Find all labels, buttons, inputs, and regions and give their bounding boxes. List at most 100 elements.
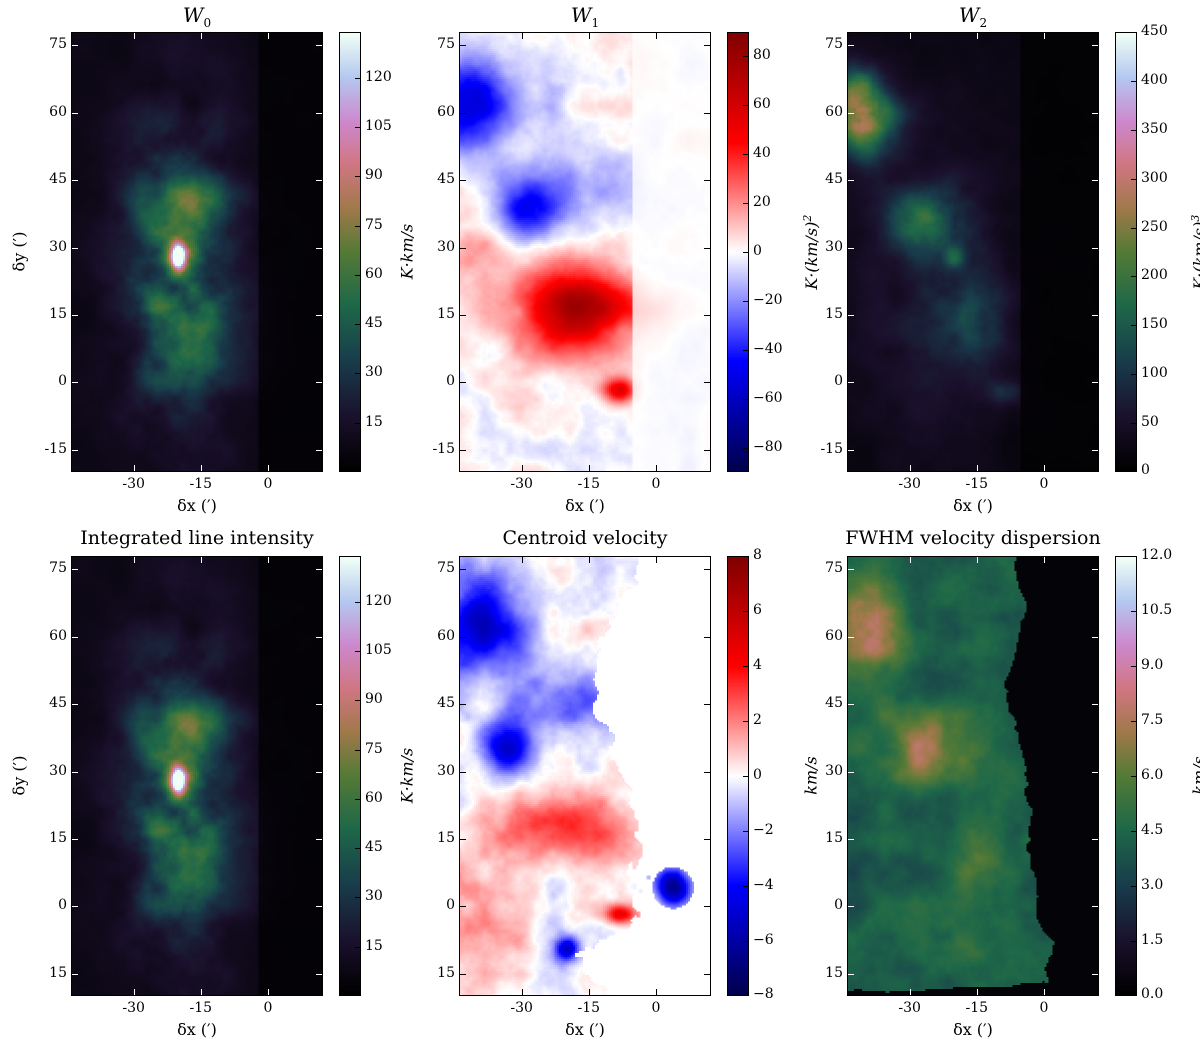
y-tick-label: 15	[825, 964, 843, 981]
y-tick-label: 15	[49, 829, 67, 846]
colorbar-tick-mark	[743, 831, 748, 832]
y-tick-mark	[460, 449, 466, 451]
colorbar-tick-label: 120	[365, 592, 392, 609]
x-tick-mark	[909, 989, 911, 995]
y-tick-label: 30	[437, 238, 455, 255]
x-tick-mark	[200, 465, 202, 471]
x-tick-mark	[976, 465, 978, 471]
y-tick-mark	[316, 636, 322, 638]
colorbar-tick-mark	[1131, 32, 1136, 33]
y-tick-mark	[704, 973, 710, 975]
y-tick-mark	[72, 906, 78, 908]
y-tick-mark	[848, 838, 854, 840]
x-tick-mark	[1043, 557, 1045, 563]
y-tick-label: 15	[49, 964, 67, 981]
y-tick-mark	[316, 704, 322, 706]
y-tick-mark	[704, 382, 710, 384]
colorbar-tick-label: 1.5	[1141, 932, 1164, 948]
colorbar-tick-label: 40	[753, 145, 771, 162]
y-tick-label: 75	[49, 36, 67, 53]
colorbar-tick-label: 6	[753, 602, 762, 618]
colorbar-tick-mark	[1131, 611, 1136, 612]
colorbar-tick-mark	[743, 105, 748, 107]
colorbar-tick-mark	[1131, 129, 1136, 131]
x-tick-label: -15	[189, 1000, 213, 1016]
colorbar-tick-mark	[355, 897, 360, 899]
x-tick-mark	[588, 465, 590, 471]
y-tick-mark	[704, 45, 710, 47]
colorbar-tick-mark	[355, 324, 360, 326]
y-tick-label: 0	[446, 373, 455, 390]
colorbar-tick-label: 20	[753, 194, 771, 211]
colorbar-tick-label: 75	[365, 216, 383, 233]
x-axis-label: δx (′)	[565, 496, 605, 515]
y-tick-mark	[704, 112, 710, 114]
y-tick-mark	[72, 771, 78, 773]
colorbar-tick-mark	[1131, 941, 1136, 942]
colorbar-tick-label: 200	[1141, 267, 1168, 284]
y-axis-label: K·km/s	[397, 223, 417, 280]
colorbar-tick-mark	[355, 176, 360, 178]
y-tick-mark	[704, 636, 710, 638]
y-tick-mark	[704, 314, 710, 316]
y-tick-label: 75	[49, 560, 67, 577]
x-tick-mark	[521, 989, 523, 995]
colorbar-tick-label: 30	[365, 888, 383, 905]
y-tick-mark	[1092, 449, 1098, 451]
x-tick-label: -30	[510, 1000, 533, 1016]
x-tick-mark	[976, 33, 978, 39]
y-tick-label: 30	[49, 762, 67, 779]
colorbar-tick-label: 4	[753, 657, 762, 673]
colorbar-tick-label: 90	[365, 167, 383, 184]
y-tick-mark	[72, 973, 78, 975]
y-tick-mark	[1092, 247, 1098, 249]
heatmap-image	[459, 556, 711, 996]
y-tick-label: 45	[437, 695, 455, 712]
x-tick-mark	[200, 989, 202, 995]
y-tick-mark	[460, 704, 466, 706]
x-tick-label: -30	[510, 476, 533, 492]
colorbar-tick-label: 75	[365, 740, 383, 757]
y-tick-label: 15	[437, 964, 455, 981]
colorbar-tick-mark	[355, 798, 360, 800]
x-tick-label: -30	[898, 1000, 921, 1016]
x-tick-mark	[909, 33, 911, 39]
x-tick-label: 0	[1039, 476, 1049, 492]
colorbar-tick-mark	[355, 77, 360, 79]
colorbar-tick-mark	[1131, 374, 1136, 376]
colorbar-tick-label: 400	[1141, 71, 1168, 88]
y-tick-mark	[460, 314, 466, 316]
colorbar-tick-label: 6.0	[1141, 767, 1164, 783]
colorbar-tick-mark	[355, 225, 360, 227]
x-tick-mark	[267, 557, 269, 563]
y-tick-label: 0	[834, 897, 843, 914]
y-tick-mark	[72, 180, 78, 182]
colorbar	[339, 32, 361, 472]
colorbar-tick-label: −6	[753, 932, 774, 948]
y-tick-mark	[704, 906, 710, 908]
heatmap-canvas	[460, 557, 710, 995]
x-axis-label: δx (′)	[177, 496, 217, 515]
y-tick-mark	[1092, 382, 1098, 384]
heatmap-image	[847, 32, 1099, 472]
y-tick-mark	[848, 112, 854, 114]
y-tick-label: 60	[49, 103, 67, 120]
y-tick-mark	[848, 247, 854, 249]
title-text: Integrated line intensity	[80, 527, 314, 549]
heatmap-canvas	[848, 557, 1098, 995]
y-tick-mark	[704, 838, 710, 840]
colorbar-tick-mark	[355, 946, 360, 948]
colorbar-tick-mark	[743, 721, 748, 722]
colorbar-tick-label: 80	[753, 47, 771, 64]
colorbar	[339, 556, 361, 996]
colorbar-tick-label: −2	[753, 822, 774, 838]
x-tick-mark	[655, 989, 657, 995]
colorbar-tick-label: 15	[365, 413, 383, 430]
y-tick-mark	[460, 636, 466, 638]
y-tick-mark	[1092, 45, 1098, 47]
y-tick-label: 45	[437, 171, 455, 188]
x-tick-label: -15	[189, 476, 213, 492]
panel-title: Integrated line intensity	[31, 527, 363, 549]
x-tick-label: -15	[965, 476, 989, 492]
x-axis-label: δx (′)	[953, 1020, 993, 1039]
